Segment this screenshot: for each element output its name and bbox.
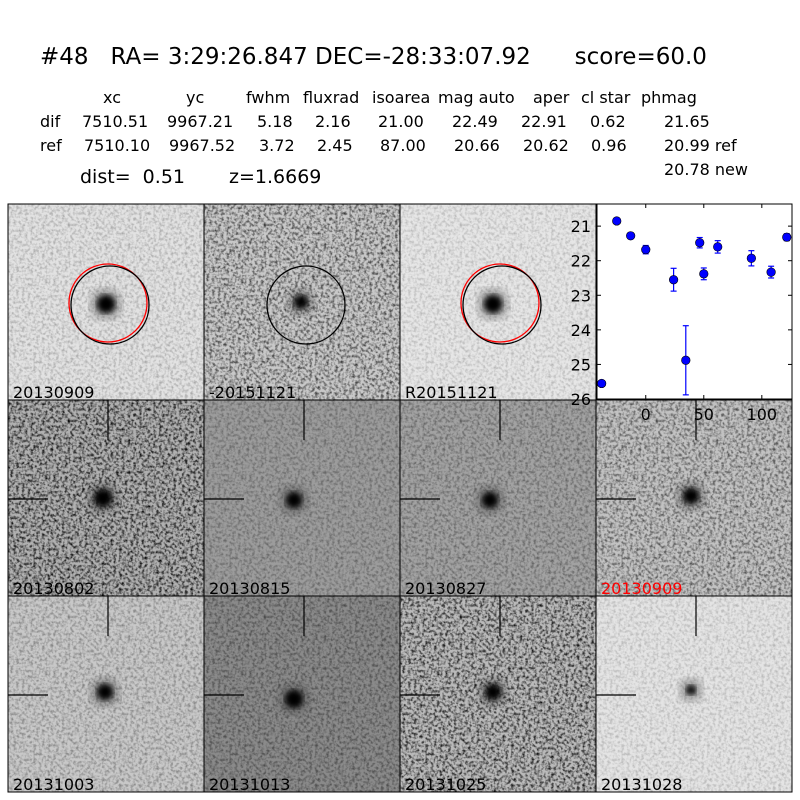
- stamp-date-label: 20130909: [13, 383, 94, 402]
- dif-fwhm: 5.18: [257, 112, 293, 131]
- source-blob: [482, 492, 498, 508]
- col-header-mag-auto: mag auto: [438, 88, 515, 107]
- aperture-circle-black: [266, 265, 346, 345]
- source-blob: [286, 492, 302, 508]
- dif-mag-auto: 22.49: [452, 112, 498, 131]
- image-stamp: 20130909: [7, 203, 205, 402]
- data-point: [746, 253, 756, 263]
- y-tick-label: 23: [571, 286, 591, 305]
- col-header-xc: xc: [103, 88, 121, 107]
- aperture-circle-black: [70, 265, 150, 345]
- redshift-value: z=1.6669: [229, 166, 322, 188]
- dif-phmag: 21.65: [664, 112, 710, 131]
- stamp-date-label: 20131013: [209, 775, 290, 794]
- ref-cl-star: 0.96: [591, 136, 627, 155]
- image-stamp: 20131003: [7, 595, 205, 794]
- candidate-title: #48 RA= 3:29:26.847 DEC=-28:33:07.92 sco…: [40, 44, 707, 70]
- image-stamp: 20131013: [203, 595, 401, 794]
- data-point: [612, 216, 622, 226]
- col-header-fwhm: fwhm: [246, 88, 291, 107]
- source-blob: [94, 489, 112, 507]
- data-point: [782, 232, 792, 242]
- ref-xc: 7510.10: [84, 136, 151, 155]
- data-point: [641, 245, 651, 255]
- ref-fluxrad: 2.45: [317, 136, 353, 155]
- ref-isoarea: 87.00: [380, 136, 426, 155]
- dif-yc: 9967.21: [167, 112, 234, 131]
- data-point: [699, 269, 709, 279]
- x-tick-label: 50: [694, 405, 714, 424]
- image-stamp: R20151121: [399, 203, 597, 402]
- stamp-date-label: 20131028: [601, 775, 682, 794]
- col-header-cl-star: cl star: [581, 88, 631, 107]
- dif-isoarea: 21.00: [378, 112, 424, 131]
- source-blob: [97, 684, 113, 700]
- source-blob: [683, 488, 699, 504]
- ref-phmag: 20.99 ref: [664, 136, 737, 155]
- light-curve-plot: 21 22 23 24 25 26 0 50 100: [571, 203, 793, 424]
- col-header-fluxrad: fluxrad: [303, 88, 360, 107]
- dif-xc: 7510.51: [82, 112, 149, 131]
- col-header-yc: yc: [186, 88, 205, 107]
- col-header-aper: aper: [533, 88, 570, 107]
- dif-fluxrad: 2.16: [315, 112, 351, 131]
- y-tick-label: 22: [571, 252, 591, 271]
- image-stamp: 20130815: [203, 399, 401, 598]
- data-point: [597, 378, 607, 389]
- image-stamp: 20130909: [595, 399, 793, 598]
- stamp-date-label: 20131025: [405, 775, 486, 794]
- dif-cl-star: 0.62: [590, 112, 626, 131]
- stamp-date-label: 20130909: [601, 579, 682, 598]
- stamp-date-label: 20130802: [13, 579, 94, 598]
- source-blob: [485, 684, 501, 700]
- row-label-ref: ref: [40, 136, 62, 155]
- data-point: [695, 238, 705, 248]
- phmag-new: 20.78 new: [664, 160, 748, 179]
- ref-aper: 20.62: [523, 136, 569, 155]
- stamp-date-label: R20151121: [405, 383, 498, 402]
- col-header-phmag: phmag: [641, 88, 697, 107]
- data-point: [681, 355, 691, 365]
- image-stamp: 20130802: [7, 399, 205, 598]
- col-header-isoarea: isoarea: [372, 88, 431, 107]
- aperture-circle-red: [68, 263, 148, 343]
- image-stamp: 20131025: [399, 595, 597, 794]
- ref-fwhm: 3.72: [259, 136, 295, 155]
- y-tick-label: 25: [571, 355, 591, 374]
- stamp-date-label: 20130815: [209, 579, 290, 598]
- dist-value: dist= 0.51: [80, 166, 185, 188]
- source-blob: [294, 295, 308, 309]
- dif-aper: 22.91: [521, 112, 567, 131]
- stamp-date-label: 20130827: [405, 579, 486, 598]
- stamp-date-label: -20151121: [209, 383, 296, 402]
- row-label-dif: dif: [40, 112, 61, 131]
- data-point: [626, 231, 636, 241]
- plot-area: [596, 203, 793, 400]
- data-point: [669, 275, 679, 285]
- stamp-date-label: 20131003: [13, 775, 94, 794]
- x-tick-label: 0: [641, 405, 651, 424]
- source-blob: [97, 295, 115, 313]
- y-tick-label: 26: [571, 390, 591, 409]
- aperture-circle-red: [460, 263, 540, 343]
- image-stamp: 20130827: [399, 399, 597, 598]
- ref-mag-auto: 20.66: [454, 136, 500, 155]
- source-blob: [484, 295, 502, 313]
- source-blob: [285, 690, 303, 708]
- y-tick-label: 24: [571, 321, 591, 340]
- data-point: [713, 242, 723, 252]
- image-stamp: 20131028: [595, 595, 793, 794]
- stamp-frame: [595, 595, 793, 793]
- y-tick-label: 21: [571, 217, 591, 236]
- ref-yc: 9967.52: [169, 136, 236, 155]
- image-stamp: -20151121: [203, 203, 401, 402]
- x-tick-label: 100: [747, 405, 778, 424]
- data-point: [766, 267, 776, 277]
- source-blob: [686, 685, 696, 695]
- aperture-circle-black: [462, 265, 542, 345]
